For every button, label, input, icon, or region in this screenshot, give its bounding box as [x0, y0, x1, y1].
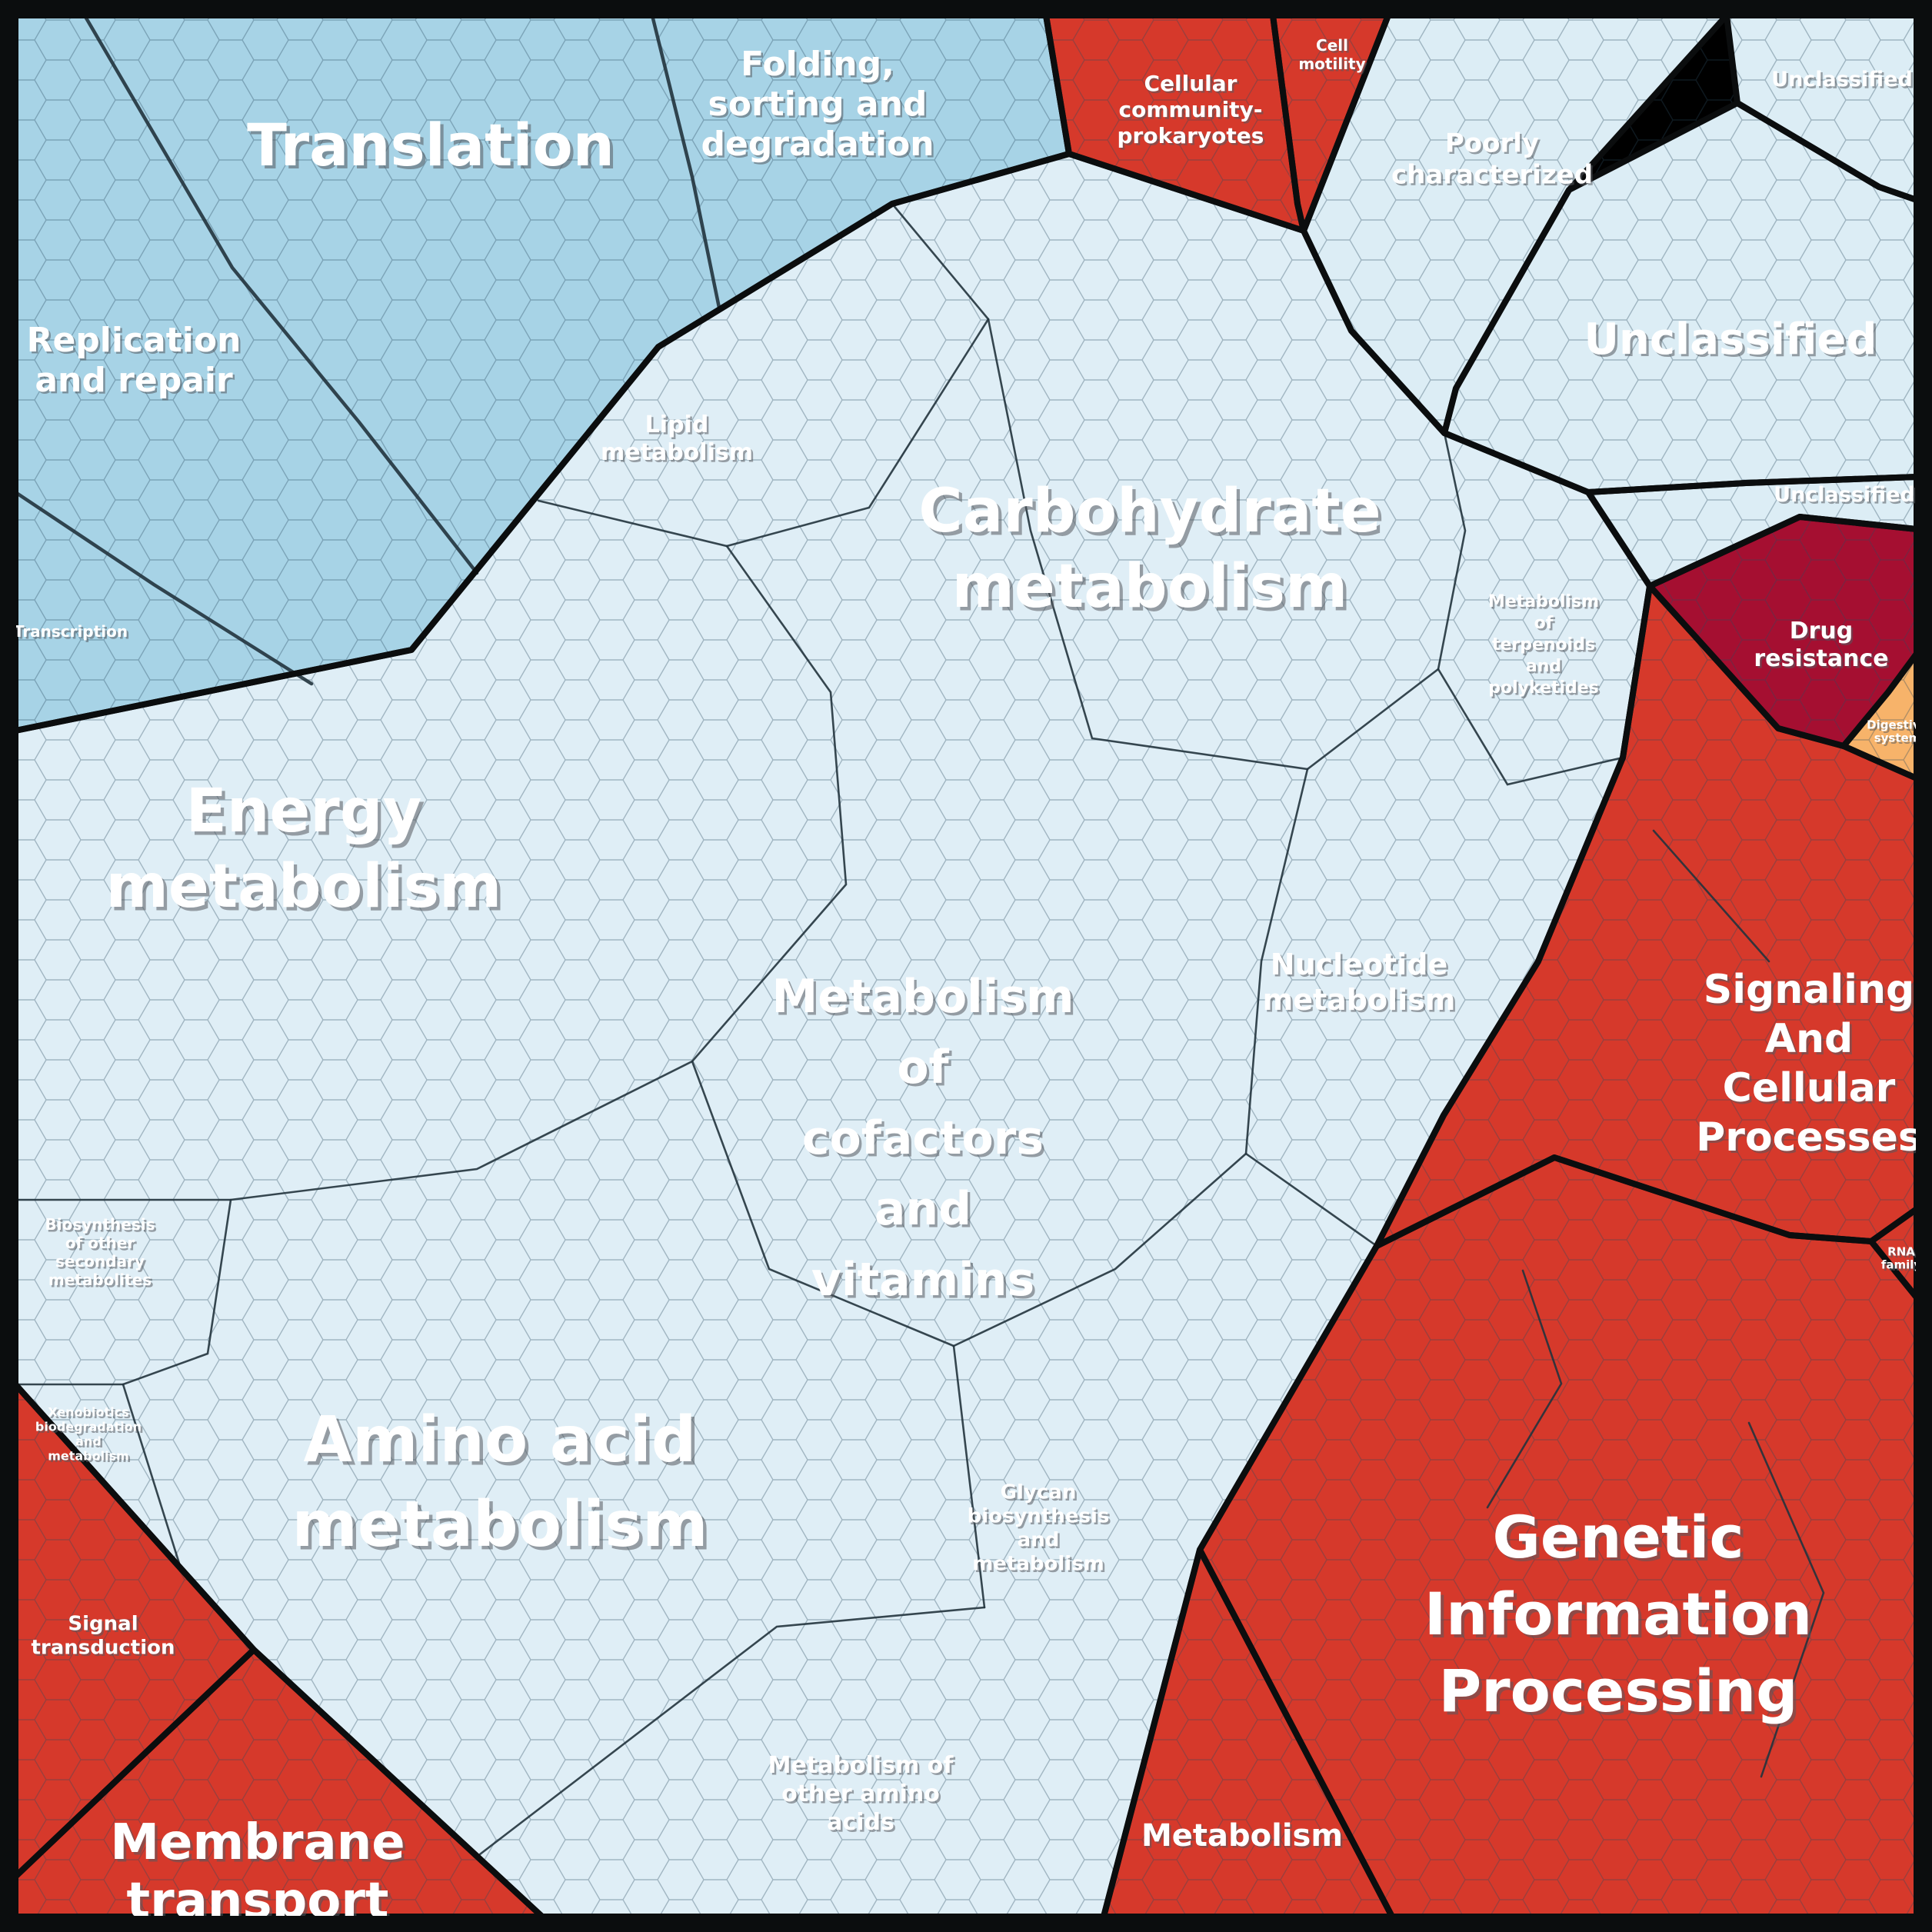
label-unclassified-top: Unclassified: [1771, 68, 1913, 92]
label-nucleotide-metabolism-shadow: Nucleotide metabolism: [1264, 950, 1457, 1019]
label-unclassified-small: Unclassified: [1774, 483, 1915, 507]
label-replication-and-repair: Replication and repair: [27, 321, 242, 400]
label-genetic-information-processing-shadow: Genetic Information Processing: [1427, 1506, 1815, 1728]
label-xenobiotics-biodegradation: Xenobiotics biodegradation and metabolism: [35, 1405, 142, 1464]
label-glycan-biosynthesis-metabolism: Glycan biosynthesis and metabolism: [968, 1481, 1110, 1576]
label-amino-acid-metabolism: Amino acid metabolism: [291, 1404, 708, 1561]
label-folding-sorting-degradation-shadow: Folding, sorting and degradation: [703, 47, 936, 166]
label-poorly-characterized-shadow: Poorly characterized: [1393, 130, 1594, 192]
label-cellular-community-prokaryotes: Cellular community-prokaryotes: [1118, 71, 1264, 148]
label-cell-motility-shadow: Cell motility: [1301, 38, 1367, 75]
label-signal-transduction-shadow: Signal transduction: [33, 1614, 177, 1661]
label-rna-family-shadow: RNA family: [1883, 1247, 1924, 1274]
label-cellular-community-prokaryotes-shadow: Cellular community-prokaryotes: [1119, 73, 1266, 151]
label-nucleotide-metabolism: Nucleotide metabolism: [1263, 948, 1456, 1017]
label-digestive-system: Digestive system: [1867, 718, 1928, 745]
label-signaling-and-cellular-processes-shadow: Signaling And Cellular Processes: [1698, 969, 1924, 1163]
label-cell-motility: Cell motility: [1298, 36, 1365, 73]
label-metabolism-cofactors-vitamins-shadow: Metabolism of cofactors and vitamins: [774, 972, 1077, 1309]
label-folding-sorting-degradation: Folding, sorting and degradation: [701, 45, 934, 164]
label-metabolism-red-shadow: Metabolism: [1143, 1820, 1344, 1856]
label-metabolism-cofactors-vitamins: Metabolism of cofactors and vitamins: [771, 970, 1074, 1307]
label-unclassified-big: Unclassified: [1584, 315, 1877, 365]
label-amino-acid-metabolism-shadow: Amino acid metabolism: [295, 1407, 711, 1565]
label-glycan-biosynthesis-metabolism-shadow: Glycan biosynthesis and metabolism: [969, 1483, 1111, 1577]
label-unclassified-top-shadow: Unclassified: [1774, 70, 1915, 94]
label-digestive-system-shadow: Digestive system: [1869, 720, 1930, 747]
label-drug-resistance-shadow: Drug resistance: [1756, 620, 1890, 675]
label-poorly-characterized: Poorly characterized: [1391, 128, 1593, 191]
label-genetic-information-processing: Genetic Information Processing: [1424, 1503, 1812, 1725]
label-carbohydrate-metabolism-shadow: Carbohydrate metabolism: [922, 480, 1384, 625]
label-transcription-shadow: Transcription: [15, 625, 129, 643]
label-metabolism-terpenoids-polyketides: Metabolism of terpenoids and polyketides: [1488, 592, 1599, 698]
label-lipid-metabolism: Lipid metabolism: [601, 411, 753, 466]
label-drug-resistance: Drug resistance: [1754, 618, 1888, 672]
label-xenobiotics-biodegradation-shadow: Xenobiotics biodegradation and metabolism: [37, 1407, 143, 1465]
label-translation: Translation: [247, 111, 615, 179]
label-signaling-and-cellular-processes: Signaling And Cellular Processes: [1696, 967, 1922, 1161]
label-signal-transduction: Signal transduction: [31, 1613, 175, 1660]
label-translation-shadow: Translation: [250, 114, 618, 182]
label-replication-and-repair-shadow: Replication and repair: [28, 323, 243, 402]
label-transcription: Transcription: [14, 622, 128, 641]
label-unclassified-big-shadow: Unclassified: [1587, 317, 1880, 367]
label-metabolism-other-amino-acids: Metabolism of other amino acids: [768, 1752, 954, 1836]
label-lipid-metabolism-shadow: Lipid metabolism: [603, 414, 755, 468]
label-biosynthesis-other-secondary-metabolites-shadow: Biosynthesis of other secondary metabolites: [47, 1217, 157, 1291]
label-carbohydrate-metabolism: Carbohydrate metabolism: [918, 477, 1381, 621]
label-metabolism-red: Metabolism: [1141, 1818, 1343, 1854]
label-rna-family: RNA family: [1881, 1245, 1922, 1272]
label-unclassified-small-shadow: Unclassified: [1776, 485, 1917, 509]
label-energy-metabolism: Energy metabolism: [106, 777, 502, 921]
label-biosynthesis-other-secondary-metabolites: Biosynthesis of other secondary metabolites: [45, 1215, 155, 1289]
label-energy-metabolism-shadow: Energy metabolism: [109, 780, 505, 924]
label-metabolism-terpenoids-polyketides-shadow: Metabolism of terpenoids and polyketides: [1490, 595, 1601, 700]
label-metabolism-other-amino-acids-shadow: Metabolism of other amino acids: [770, 1754, 956, 1838]
